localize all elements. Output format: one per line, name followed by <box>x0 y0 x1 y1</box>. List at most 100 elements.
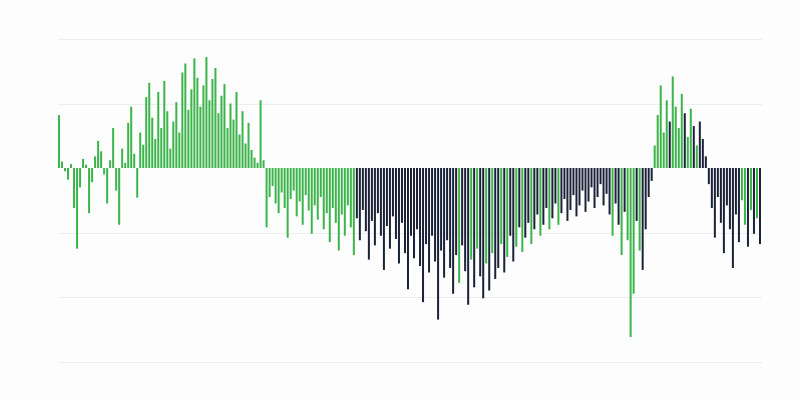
bar[interactable] <box>638 168 641 251</box>
bar[interactable] <box>202 85 205 168</box>
bar[interactable] <box>64 168 67 172</box>
bar[interactable] <box>473 168 476 288</box>
bar[interactable] <box>223 84 226 168</box>
bar[interactable] <box>142 144 145 168</box>
bar[interactable] <box>187 109 190 168</box>
bar[interactable] <box>428 168 431 273</box>
bar[interactable] <box>683 113 686 168</box>
bar[interactable] <box>112 128 115 168</box>
bar[interactable] <box>536 168 539 215</box>
bar[interactable] <box>680 93 683 168</box>
bar[interactable] <box>476 168 479 249</box>
bar[interactable] <box>388 168 391 249</box>
bar[interactable] <box>214 68 217 168</box>
bar[interactable] <box>97 140 100 168</box>
bar[interactable] <box>512 168 515 262</box>
bar[interactable] <box>247 122 250 168</box>
bar[interactable] <box>626 168 629 241</box>
bar[interactable] <box>566 168 569 221</box>
bar[interactable] <box>440 168 443 251</box>
bar[interactable] <box>503 168 506 273</box>
bar[interactable] <box>569 168 572 210</box>
bar[interactable] <box>446 168 449 241</box>
bar[interactable] <box>328 168 331 243</box>
bar[interactable] <box>668 121 671 168</box>
bar[interactable] <box>139 132 142 169</box>
bar[interactable] <box>94 156 97 168</box>
bar[interactable] <box>373 168 376 246</box>
bar[interactable] <box>479 168 482 277</box>
bar[interactable] <box>752 168 755 234</box>
bar[interactable] <box>376 168 379 214</box>
bar[interactable] <box>560 168 563 214</box>
bar[interactable] <box>280 168 283 193</box>
bar[interactable] <box>557 168 560 225</box>
bar[interactable] <box>67 168 70 180</box>
bar[interactable] <box>692 126 695 168</box>
bar[interactable] <box>394 168 397 239</box>
bar[interactable] <box>322 168 325 230</box>
bar[interactable] <box>352 168 355 256</box>
bar[interactable] <box>677 128 680 168</box>
bar[interactable] <box>349 168 352 228</box>
bar[interactable] <box>91 168 94 183</box>
bar[interactable] <box>443 168 446 278</box>
bar[interactable] <box>232 119 235 169</box>
bar[interactable] <box>115 168 118 191</box>
bar[interactable] <box>713 168 716 238</box>
bar[interactable] <box>277 168 280 214</box>
bar[interactable] <box>268 168 271 198</box>
bar[interactable] <box>385 168 388 227</box>
bar[interactable] <box>205 57 208 169</box>
bar[interactable] <box>452 168 455 294</box>
bar[interactable] <box>178 132 181 169</box>
bar[interactable] <box>325 168 328 214</box>
bar[interactable] <box>340 168 343 215</box>
bar[interactable] <box>103 168 106 175</box>
bar[interactable] <box>406 168 409 290</box>
bar[interactable] <box>614 168 617 204</box>
bar[interactable] <box>151 117 154 168</box>
bar[interactable] <box>449 168 452 268</box>
bar[interactable] <box>464 168 467 272</box>
bar[interactable] <box>419 168 422 267</box>
bar[interactable] <box>548 168 551 230</box>
bar[interactable] <box>737 168 740 243</box>
bar[interactable] <box>271 168 274 187</box>
bar[interactable] <box>518 168 521 228</box>
bar[interactable] <box>551 168 554 219</box>
bar[interactable] <box>674 106 677 168</box>
bar[interactable] <box>755 168 758 219</box>
bar[interactable] <box>482 168 485 299</box>
bar[interactable] <box>488 168 491 291</box>
bar[interactable] <box>722 168 725 254</box>
bar[interactable] <box>758 168 761 245</box>
bar[interactable] <box>587 168 590 202</box>
bar[interactable] <box>358 168 361 241</box>
bar[interactable] <box>455 168 458 256</box>
bar[interactable] <box>262 160 265 168</box>
bar[interactable] <box>686 137 689 168</box>
bar[interactable] <box>355 168 358 219</box>
bar[interactable] <box>370 168 373 221</box>
bar[interactable] <box>584 168 587 212</box>
bar[interactable] <box>313 168 316 206</box>
bar[interactable] <box>629 168 632 337</box>
bar[interactable] <box>422 168 425 303</box>
bar[interactable] <box>169 148 172 168</box>
bar[interactable] <box>136 168 139 198</box>
bar[interactable] <box>127 122 130 168</box>
bar[interactable] <box>337 168 340 251</box>
bar[interactable] <box>527 168 530 223</box>
bar[interactable] <box>749 168 752 210</box>
bar[interactable] <box>545 168 548 208</box>
bar[interactable] <box>743 168 746 225</box>
bar[interactable] <box>602 168 605 206</box>
bar[interactable] <box>82 158 85 168</box>
bar[interactable] <box>746 168 749 247</box>
bar[interactable] <box>220 95 223 168</box>
bar[interactable] <box>391 168 394 217</box>
bar[interactable] <box>304 168 307 196</box>
bar[interactable] <box>704 156 707 168</box>
bar[interactable] <box>410 168 412 236</box>
